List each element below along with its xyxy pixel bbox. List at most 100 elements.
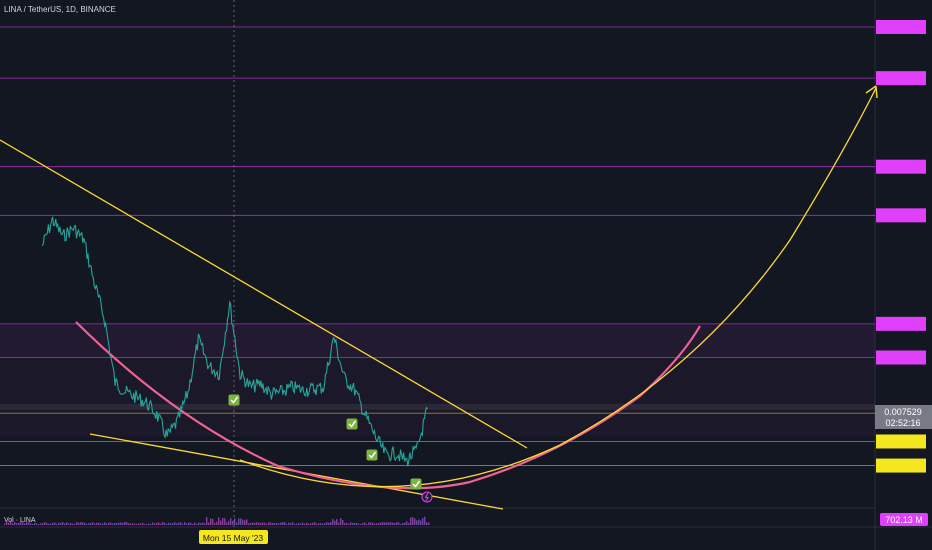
volume-bar [294, 523, 296, 525]
volume-bar [372, 522, 374, 525]
volume-bar [130, 523, 132, 525]
check-marker [366, 449, 378, 461]
volume-bar [378, 522, 380, 525]
volume-bar [146, 523, 148, 525]
volume-bar [64, 523, 66, 525]
volume-bar [290, 523, 292, 525]
volume-value-badge [880, 513, 928, 526]
volume-bar [354, 522, 356, 525]
check-marker-tick [368, 451, 377, 459]
volume-bar [272, 522, 274, 525]
volume-bar [192, 523, 194, 525]
volume-bar [320, 523, 322, 525]
volume-bar [128, 523, 130, 525]
volume-bar [82, 522, 84, 525]
volume-bar [234, 518, 236, 525]
volume-bar [396, 522, 398, 525]
volume-bar [126, 522, 128, 525]
volume-bar [300, 523, 302, 525]
volume-bar [226, 522, 228, 525]
volume-bar [68, 523, 70, 525]
volume-bar [168, 522, 170, 525]
countdown-text: 02:52:16 [885, 418, 920, 428]
level-price-badge [876, 316, 926, 331]
volume-bar [334, 520, 336, 525]
volume-bar [408, 523, 410, 525]
volume-bar [404, 522, 406, 525]
symbol-title: LINA / TetherUS, 1D, BINANCE [4, 5, 116, 14]
volume-bar [420, 520, 422, 525]
volume-bar [114, 523, 116, 525]
volume-bar [44, 522, 46, 525]
volume-bar [116, 523, 118, 525]
volume-bar [10, 522, 12, 525]
volume-bar [8, 522, 10, 525]
volume-bar [42, 523, 44, 525]
volume-bar [54, 522, 56, 525]
volume-bar [108, 522, 110, 525]
volume-bar [178, 522, 180, 525]
volume-bar [188, 522, 190, 525]
volume-bar [220, 520, 222, 525]
volume-bar [240, 518, 242, 525]
volume-bar [358, 523, 360, 525]
price-line [41, 216, 428, 467]
level-price-badge [876, 71, 926, 86]
volume-bar [158, 522, 160, 525]
volume-bar [316, 523, 318, 525]
volume-bar [60, 522, 62, 525]
volume-bar [380, 522, 382, 525]
volume-bar [154, 523, 156, 525]
volume-bar [48, 523, 50, 525]
current-price-text: 0.007529 [884, 407, 922, 417]
volume-bar [66, 522, 68, 525]
volume-bar [148, 523, 150, 525]
volume-bar [174, 522, 176, 525]
volume-value-text: 702.13 M [885, 515, 923, 525]
volume-bar [132, 523, 134, 525]
volume-bar [336, 519, 338, 525]
volume-bar [416, 520, 418, 525]
volume-bar [186, 523, 188, 525]
volume-bar [328, 522, 330, 525]
volume-bar [180, 522, 182, 525]
volume-bar [422, 517, 424, 525]
volume-bar [150, 523, 152, 525]
volume-bar [90, 522, 92, 525]
marker-layer [228, 394, 433, 503]
level-price-badge [876, 208, 926, 223]
volume-bar [176, 523, 178, 525]
volume-bar [348, 523, 350, 525]
volume-bar [22, 522, 24, 525]
check-marker-tick [348, 420, 357, 428]
volume-bar [144, 523, 146, 525]
volume-bar [376, 523, 378, 525]
volume-bar [30, 523, 32, 525]
volume-bar [74, 523, 76, 525]
volume-bar [52, 522, 54, 525]
volume-label: Vol · LINA [4, 517, 36, 524]
volume-bar [194, 522, 196, 525]
volume-bar [362, 523, 364, 525]
descending-trendline [0, 139, 528, 449]
volume-bar [246, 519, 248, 525]
volume-bar [250, 522, 252, 525]
volume-bar [268, 522, 270, 525]
level-lines-layer [0, 20, 926, 473]
volume-bar [402, 522, 404, 525]
volume-bar [260, 523, 262, 525]
volume-bar [314, 522, 316, 525]
volume-bar [274, 523, 276, 525]
volume-bar [338, 522, 340, 525]
volume-bar [264, 522, 266, 525]
volume-bar [40, 523, 42, 525]
volume-bar [86, 523, 88, 525]
volume-bar [388, 522, 390, 525]
volume-bar [78, 522, 80, 525]
volume-bar [244, 520, 246, 525]
volume-bar [424, 516, 426, 525]
volume-bar [386, 522, 388, 525]
volume-bar [4, 523, 6, 525]
volume-bar [266, 523, 268, 525]
